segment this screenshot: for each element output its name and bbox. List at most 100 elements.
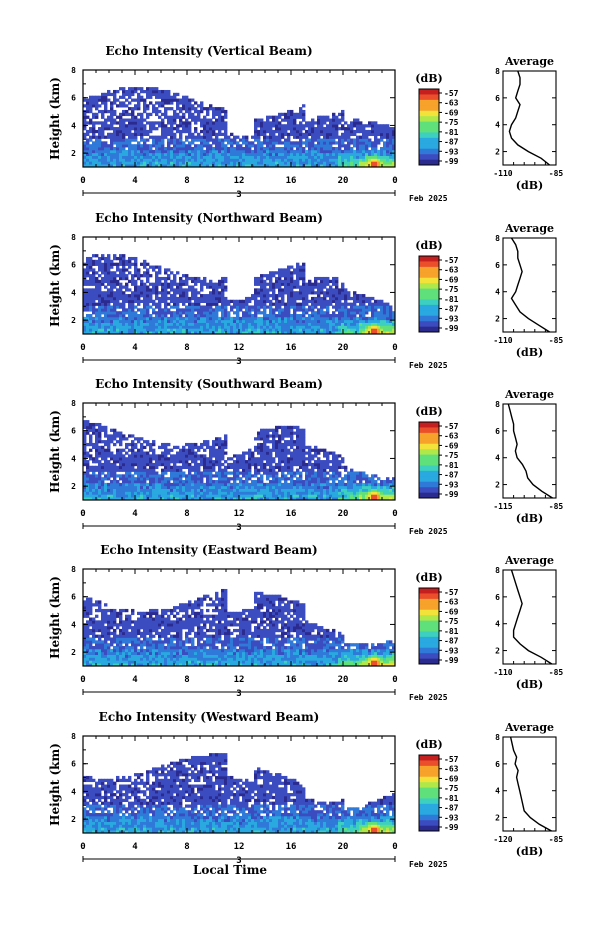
heatmap-cell — [311, 138, 315, 142]
heatmap-cell — [239, 460, 243, 464]
heatmap-cell — [179, 276, 183, 281]
heatmap-cell — [170, 107, 174, 111]
colorbar-swatch — [419, 105, 439, 112]
heatmap-cell — [293, 296, 297, 301]
heatmap-cell — [377, 129, 381, 134]
heatmap-cell — [338, 141, 342, 145]
heatmap-cell — [167, 311, 171, 315]
heatmap-cell — [95, 147, 99, 151]
heatmap-cell — [293, 144, 297, 148]
heatmap-cell — [128, 316, 132, 321]
heatmap-cell — [173, 109, 177, 114]
heatmap-cell — [146, 104, 150, 108]
heatmap-cell — [248, 454, 252, 458]
heatmap-cell — [167, 457, 171, 461]
heatmap-cell — [275, 127, 279, 131]
heatmap-cell — [206, 144, 210, 148]
heatmap-cell — [203, 319, 207, 323]
heatmap-cell — [86, 482, 90, 487]
heatmap-cell — [221, 109, 225, 114]
heatmap-cell — [131, 494, 135, 498]
heatmap-cell — [119, 322, 123, 326]
heatmap-cell — [353, 152, 357, 156]
heatmap-cell — [86, 462, 90, 467]
heatmap-cell — [218, 488, 222, 492]
heatmap-cell — [167, 331, 171, 335]
heatmap-cell — [356, 299, 360, 304]
heatmap-cell — [254, 282, 258, 286]
heatmap-cell — [101, 316, 105, 321]
heatmap-cell — [188, 316, 192, 321]
heatmap-cell — [350, 138, 354, 142]
heatmap-cell — [161, 129, 165, 134]
heatmap-cell — [122, 294, 126, 298]
heatmap-cell — [98, 488, 102, 492]
heatmap-cell — [263, 135, 267, 139]
heatmap-cell — [269, 115, 273, 119]
heatmap-cell — [257, 302, 261, 306]
heatmap-cell — [113, 256, 117, 261]
heatmap-cell — [128, 158, 132, 162]
heatmap-cell — [143, 308, 147, 312]
heatmap-cell — [329, 155, 333, 159]
heatmap-cell — [152, 299, 156, 304]
heatmap-cell — [356, 161, 360, 165]
heatmap-cell — [293, 129, 297, 134]
heatmap-cell — [203, 448, 207, 452]
heatmap-cell — [149, 319, 153, 323]
heatmap-cell — [344, 311, 348, 315]
heatmap-cell — [188, 147, 192, 151]
heatmap-cell — [170, 497, 174, 501]
heatmap-cell — [83, 279, 87, 284]
heatmap-cell — [290, 155, 294, 159]
heatmap-cell — [164, 291, 168, 295]
heatmap-cell — [101, 457, 105, 461]
heatmap-cell — [347, 308, 351, 312]
heatmap-cell — [143, 482, 147, 487]
heatmap-cell — [338, 118, 342, 122]
heatmap-cell — [389, 308, 393, 312]
heatmap-cell — [128, 468, 132, 472]
heatmap-cell — [155, 152, 159, 156]
heatmap-cell — [215, 302, 219, 306]
heatmap-cell — [179, 135, 183, 139]
heatmap-cell — [257, 141, 261, 145]
heatmap-cell — [374, 164, 378, 168]
heatmap-cell — [119, 138, 123, 142]
colorbar-tick-label: -99 — [444, 324, 459, 333]
heatmap-cell — [284, 302, 288, 306]
heatmap-cell — [101, 276, 105, 281]
heatmap-cell — [182, 144, 186, 148]
heatmap-cell — [179, 118, 183, 122]
heatmap-cell — [107, 299, 111, 304]
heatmap-cell — [263, 161, 267, 165]
heatmap-cell — [284, 328, 288, 332]
heatmap-cell — [263, 288, 267, 292]
heatmap-cell — [119, 256, 123, 261]
heatmap-cell — [365, 299, 369, 304]
heatmap-cell — [128, 161, 132, 165]
heatmap-cell — [236, 477, 240, 481]
heatmap-cell — [131, 474, 135, 478]
heatmap-cell — [131, 161, 135, 165]
heatmap-cell — [167, 158, 171, 162]
heatmap-cell — [251, 494, 255, 498]
heatmap-cell — [380, 319, 384, 323]
heatmap-cell — [215, 141, 219, 145]
heatmap-cell — [185, 294, 189, 298]
heatmap-cell — [392, 325, 396, 329]
heatmap-cell — [281, 124, 285, 128]
heatmap-cell — [146, 279, 150, 284]
heatmap-cell — [290, 132, 294, 137]
heatmap-cell — [164, 299, 168, 304]
heatmap-cell — [305, 325, 309, 329]
heatmap-cell — [206, 485, 210, 489]
heatmap-cell — [254, 457, 258, 461]
profile-y-tick-label: 6 — [495, 94, 500, 103]
heatmap-cell — [125, 98, 129, 102]
heatmap-cell — [185, 454, 189, 458]
heatmap-cell — [155, 87, 159, 91]
heatmap-cell — [317, 121, 321, 125]
heatmap-cell — [104, 294, 108, 298]
heatmap-cell — [287, 158, 291, 162]
